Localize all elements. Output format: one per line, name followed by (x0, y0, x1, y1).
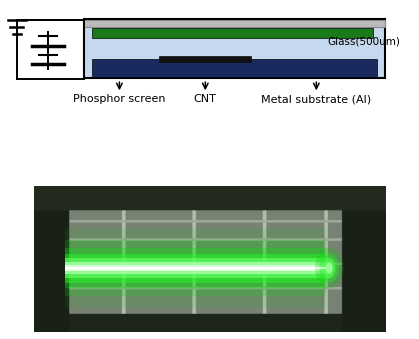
Bar (92, 59, 377, 77)
Bar (65, 267, 326, 269)
Bar (65, 254, 326, 282)
Text: CNT: CNT (194, 94, 217, 104)
Text: Metal substrate (Al): Metal substrate (Al) (261, 94, 371, 104)
Bar (65, 265, 326, 271)
Bar (65, 267, 326, 270)
Bar (84, 19, 385, 78)
Text: Glass(500um): Glass(500um) (327, 36, 400, 46)
Ellipse shape (315, 248, 343, 288)
Bar (65, 262, 326, 274)
Bar (92, 28, 373, 38)
Text: Phosphor screen: Phosphor screen (73, 94, 166, 104)
Bar (65, 228, 326, 308)
Bar (65, 258, 326, 278)
Bar (84, 20, 385, 27)
Ellipse shape (323, 258, 335, 278)
Ellipse shape (319, 254, 339, 283)
Bar (65, 240, 326, 296)
Ellipse shape (326, 262, 333, 274)
Bar (65, 248, 326, 288)
Bar (159, 56, 251, 62)
